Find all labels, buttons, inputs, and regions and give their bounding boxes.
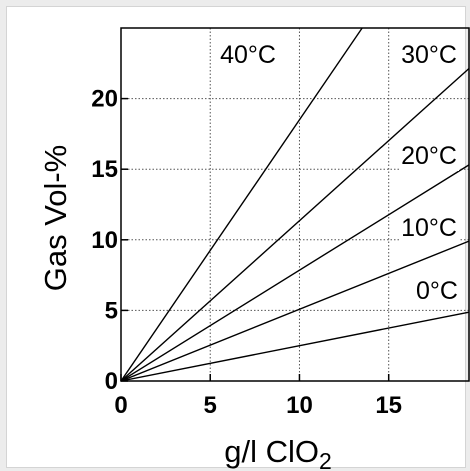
y-tick-label: 0 bbox=[105, 368, 118, 395]
series-label: 30°C bbox=[401, 41, 457, 69]
series-label-bg bbox=[414, 278, 460, 306]
chart-frame bbox=[6, 6, 466, 468]
x-tick-label: 5 bbox=[204, 392, 217, 419]
series-lines bbox=[120, 27, 470, 382]
x-tick-label: 15 bbox=[375, 392, 402, 419]
y-axis-title: Gas Vol-% bbox=[38, 145, 73, 291]
series-label-bg bbox=[218, 42, 278, 70]
series-labels: 40°C 30°C 20°C 10°C 0°C bbox=[218, 41, 460, 306]
series-line bbox=[120, 240, 470, 382]
y-tick-label: 20 bbox=[91, 86, 118, 113]
series-line bbox=[120, 311, 470, 382]
series-label: 10°C bbox=[401, 214, 457, 242]
series-label-bg bbox=[399, 42, 459, 70]
axis-ticks: 0 5 10 15 0 5 10 15 20 bbox=[91, 86, 402, 419]
series-label-bg bbox=[399, 143, 459, 171]
x-tick-label: 0 bbox=[114, 392, 127, 419]
series-label: 20°C bbox=[401, 142, 457, 170]
series-line bbox=[120, 164, 470, 382]
plot-border bbox=[120, 27, 470, 382]
series-line bbox=[120, 67, 470, 382]
series-label: 40°C bbox=[220, 41, 276, 69]
y-tick-label: 5 bbox=[105, 297, 118, 324]
series-line bbox=[120, 27, 363, 382]
grid bbox=[121, 28, 469, 381]
y-tick-label: 15 bbox=[91, 156, 118, 183]
y-tick-label: 10 bbox=[91, 227, 118, 254]
x-axis-title: g/l ClO2 bbox=[224, 434, 332, 471]
series-label: 0°C bbox=[416, 277, 458, 305]
x-tick-label: 10 bbox=[286, 392, 313, 419]
series-label-bg bbox=[399, 215, 459, 243]
